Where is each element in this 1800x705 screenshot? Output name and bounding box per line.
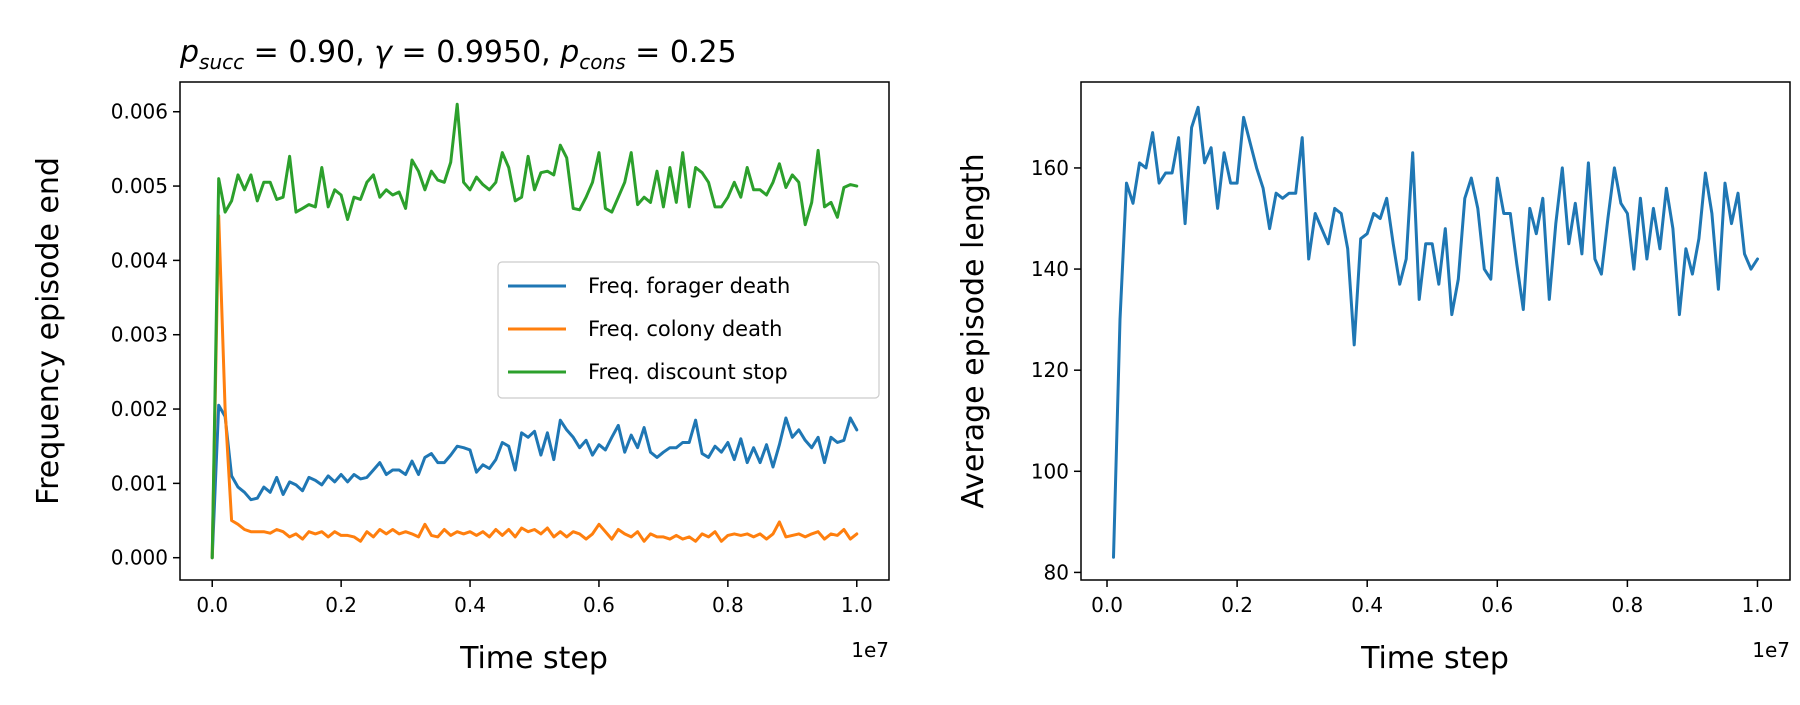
left-chart-series-line-2 bbox=[210, 102, 859, 560]
left-chart-y-tick-label: 0.003 bbox=[111, 323, 168, 347]
right-chart-x-tick-label: 0.6 bbox=[1481, 593, 1513, 617]
left-chart-y-tick-label: 0.001 bbox=[111, 471, 168, 495]
left-chart-y-tick-label: 0.004 bbox=[111, 248, 168, 272]
left-chart-x-tick-label: 1.0 bbox=[841, 593, 873, 617]
left-chart-frame bbox=[179, 81, 890, 581]
right-chart-y-tick-label: 140 bbox=[1031, 257, 1069, 281]
right-chart-x-tick-label: 0.4 bbox=[1351, 593, 1383, 617]
right-chart-x-label: Time step bbox=[1360, 641, 1509, 676]
left-chart-y-tick-label: 0.005 bbox=[111, 174, 168, 198]
left-chart-y-tick-label: 0.006 bbox=[111, 100, 168, 124]
right-chart-y-tick-label: 80 bbox=[1044, 560, 1069, 584]
legend-box bbox=[497, 261, 880, 399]
legend: Freq. forager death Freq. colony death F… bbox=[497, 261, 880, 399]
left-chart: psucc = 0.90, γ = 0.9950, pcons = 0.25 0… bbox=[31, 35, 890, 676]
legend-label-forager: Freq. forager death bbox=[588, 274, 790, 298]
right-chart-x-tick-label: 0.2 bbox=[1221, 593, 1253, 617]
left-chart-y-tick-label: 0.000 bbox=[111, 546, 168, 570]
left-chart-x-tick-label: 0.4 bbox=[454, 593, 486, 617]
right-chart-y-tick-label: 100 bbox=[1031, 459, 1069, 483]
left-chart-x-tick-label: 0.8 bbox=[712, 593, 744, 617]
right-chart-frame bbox=[1080, 81, 1791, 581]
left-chart-x-offset: 1e7 bbox=[851, 638, 889, 662]
right-chart-x-offset: 1e7 bbox=[1752, 638, 1790, 662]
right-chart-x-axis: 0.0 0.2 0.4 0.6 0.8 1.0 bbox=[1091, 580, 1773, 617]
right-chart-y-tick-label: 120 bbox=[1031, 358, 1069, 382]
left-chart-title: psucc = 0.90, γ = 0.9950, pcons = 0.25 bbox=[179, 35, 737, 74]
left-chart-y-label: Frequency episode end bbox=[31, 157, 66, 505]
right-chart-x-tick-label: 1.0 bbox=[1742, 593, 1774, 617]
left-chart-x-label: Time step bbox=[459, 641, 608, 676]
right-chart-y-tick-label: 160 bbox=[1031, 156, 1069, 180]
left-chart-x-tick-label: 0.6 bbox=[583, 593, 615, 617]
left-chart-x-tick-label: 0.2 bbox=[325, 593, 357, 617]
left-chart-series bbox=[210, 102, 859, 560]
left-chart-x-tick-label: 0.0 bbox=[196, 593, 228, 617]
left-chart-series-line-0 bbox=[210, 403, 859, 560]
left-chart-y-tick-label: 0.002 bbox=[111, 397, 168, 421]
right-chart-series bbox=[1112, 105, 1759, 559]
right-chart: 0.0 0.2 0.4 0.6 0.8 1.0 80 100 120 140 160 Time s… bbox=[956, 81, 1791, 676]
right-chart-y-axis: 80 100 120 140 160 bbox=[1031, 156, 1081, 584]
legend-label-colony: Freq. colony death bbox=[588, 317, 782, 341]
legend-label-discount: Freq. discount stop bbox=[588, 360, 788, 384]
left-chart-y-axis: 0.000 0.001 0.002 0.003 0.004 0.005 0.006 bbox=[111, 100, 180, 570]
right-chart-series-line-0 bbox=[1112, 105, 1759, 559]
right-chart-x-tick-label: 0.8 bbox=[1611, 593, 1643, 617]
left-chart-x-axis: 0.0 0.2 0.4 0.6 0.8 1.0 bbox=[196, 580, 873, 617]
right-chart-y-label: Average episode length bbox=[956, 153, 991, 508]
right-chart-x-tick-label: 0.0 bbox=[1091, 593, 1123, 617]
left-chart-series-line-1 bbox=[210, 214, 859, 560]
